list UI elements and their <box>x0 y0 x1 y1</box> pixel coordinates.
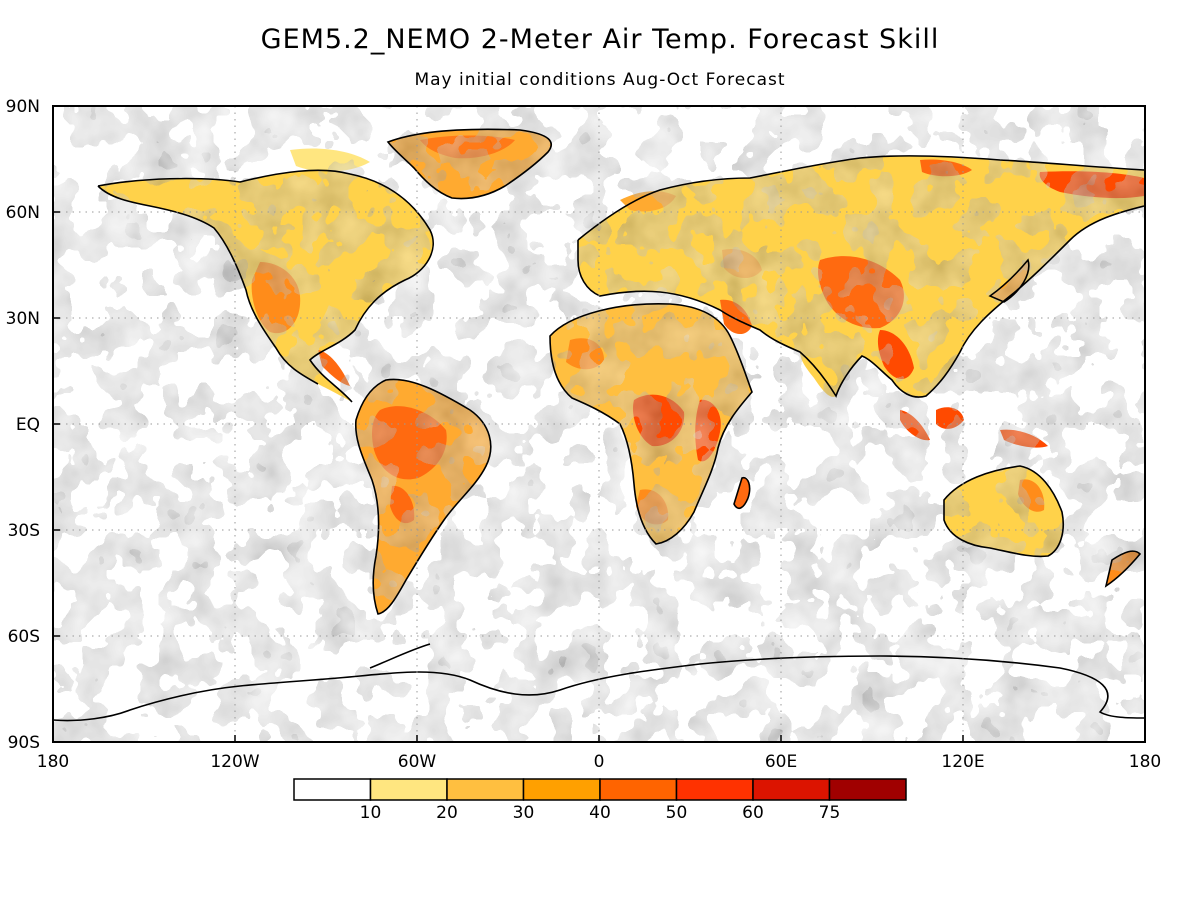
lon-label-120w: 120W <box>210 752 259 772</box>
colorbar-tick-label: 60 <box>742 803 764 823</box>
colorbar-tick-label: 75 <box>819 803 841 823</box>
lat-label-90s: 90S <box>8 733 40 753</box>
lat-label-60n: 60N <box>6 203 40 223</box>
colorbar-swatch <box>293 778 372 801</box>
colorbar-tick-label: 30 <box>513 803 535 823</box>
lon-label-180w: 180 <box>37 752 69 772</box>
colorbar-swatch <box>369 778 448 801</box>
colorbar-swatch <box>752 778 831 801</box>
colorbar-swatch <box>522 778 601 801</box>
colorbar-tick-label: 50 <box>666 803 688 823</box>
lon-label-60w: 60W <box>398 752 437 772</box>
lon-label-120e: 120E <box>941 752 984 772</box>
map-title: GEM5.2_NEMO 2-Meter Air Temp. Forecast S… <box>260 24 940 55</box>
lon-label-0: 0 <box>594 752 605 772</box>
map-gridlines <box>53 106 1145 742</box>
lat-label-eq: EQ <box>16 415 40 435</box>
lat-label-30n: 30N <box>6 309 40 329</box>
map-subtitle: May initial conditions Aug-Oct Forecast <box>414 70 786 90</box>
colorbar-swatch <box>828 778 907 801</box>
colorbar-swatch <box>675 778 754 801</box>
colorbar-tick-label: 20 <box>436 803 458 823</box>
lat-label-30s: 30S <box>8 521 40 541</box>
colorbar-swatch <box>446 778 525 801</box>
latitude-labels: 90N 60N 30N EQ 30S 60S 90S <box>6 97 40 753</box>
colorbar-swatch <box>599 778 678 801</box>
lon-label-180e: 180 <box>1129 752 1161 772</box>
coastline-outlines <box>53 128 1145 722</box>
longitude-labels: 180 120W 60W 0 60E 120E 180 <box>37 752 1161 772</box>
lat-label-60s: 60S <box>8 627 40 647</box>
axis-ticks <box>53 211 964 742</box>
lon-label-60e: 60E <box>765 752 797 772</box>
lat-label-90n: 90N <box>6 97 40 117</box>
colorbar-tick-label: 10 <box>360 803 382 823</box>
colorbar-tick-label: 40 <box>589 803 611 823</box>
colorbar: 10 20 30 40 50 60 75 <box>293 778 907 823</box>
